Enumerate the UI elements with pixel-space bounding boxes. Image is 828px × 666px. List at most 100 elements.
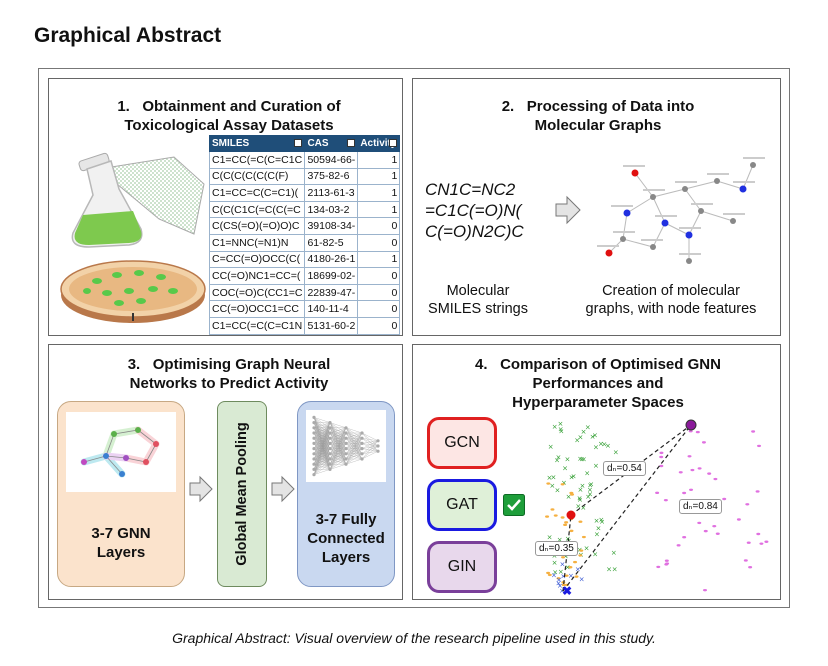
svg-text:×: × <box>556 580 562 588</box>
svg-text:×: × <box>569 474 575 482</box>
cell-cas: 4180-26-1 <box>304 250 359 269</box>
panel2-title-line2: Molecular Graphs <box>534 117 662 134</box>
svg-text:×: × <box>584 545 590 553</box>
svg-text:×: × <box>558 428 564 436</box>
gin-model-box: GIN <box>427 541 497 593</box>
abstract-frame: 1. Obtainment and Curation of Toxicologi… <box>38 68 790 608</box>
svg-text:×: × <box>551 572 557 580</box>
svg-text:×: × <box>611 549 617 557</box>
svg-text:×: × <box>594 517 600 525</box>
svg-text:×: × <box>593 444 599 452</box>
filter-dropdown-icon[interactable] <box>347 139 356 147</box>
table-row: C(CS(=O)(=O)O)C 39108-34- 0 <box>208 217 401 235</box>
svg-text:×: × <box>568 572 574 580</box>
cell-activity: 1 <box>357 151 401 169</box>
svg-text:×: × <box>556 576 562 584</box>
svg-text:×: × <box>577 546 583 554</box>
column-header-cas[interactable]: CAS <box>304 135 359 152</box>
table-row: C=CC(=O)OCC(C(4180-26-1 1 <box>208 250 401 269</box>
panel3-title-line2: Networks to Predict Activity <box>129 375 329 392</box>
cell-cas: 18699-02- <box>304 267 359 285</box>
svg-text:×: × <box>557 582 563 590</box>
svg-text:×: × <box>565 563 571 571</box>
cell-smiles: C=CC(=O)OCC(C( <box>208 250 306 269</box>
svg-text:×: × <box>566 493 572 501</box>
table-row: C1=NNC(=N1)N 61-82-5 0 <box>208 233 401 252</box>
global-mean-pooling-box: Global Mean Pooling <box>217 401 267 587</box>
svg-text:×: × <box>605 442 611 450</box>
cell-cas: 2113-61-3 <box>304 184 359 202</box>
fully-connected-line2: Connected <box>307 530 385 547</box>
svg-text:×: × <box>548 443 554 451</box>
svg-text:×: × <box>578 434 584 442</box>
smiles-string: CN1C=NC2 =C1C(=O)N( C(=O)N2C)C <box>425 179 524 242</box>
figure-caption: Graphical Abstract: Visual overview of t… <box>172 630 656 646</box>
panel2-title: 2. Processing of Data into Molecular Gra… <box>433 97 763 135</box>
checkmark-icon <box>503 494 525 516</box>
panel4-title: 4. Comparison of Optimised GNN Performan… <box>433 355 763 412</box>
svg-text:✖: ✖ <box>562 584 572 597</box>
svg-text:×: × <box>587 490 593 498</box>
gnn-layers-line2: Layers <box>96 544 146 561</box>
panel4-title-line1: Comparison of Optimised GNN <box>500 356 721 373</box>
svg-text:×: × <box>585 493 591 501</box>
table-row: C1=CC(=C(C=C1N 5131-60-2 0 <box>208 316 401 335</box>
panel-curation: 1. Obtainment and Curation of Toxicologi… <box>48 78 403 336</box>
global-mean-pooling-label: Global Mean Pooling <box>234 422 250 566</box>
smiles-line: CN1C=NC2 <box>425 180 516 199</box>
panel1-number: 1. <box>117 98 130 115</box>
svg-text:×: × <box>578 486 584 494</box>
svg-text:×: × <box>577 455 583 463</box>
gcn-model-box: GCN <box>427 417 497 469</box>
graph-caption-line1: Creation of molecular <box>602 283 740 299</box>
panel3-title: 3. Optimising Graph Neural Networks to P… <box>69 355 389 393</box>
cell-activity: 0 <box>357 283 401 302</box>
right-arrow-icon <box>555 195 581 225</box>
fully-connected-line3: Layers <box>321 549 371 566</box>
hyperparameter-space-scatter: ××××××××××××××××××××××××××××××××××××××××… <box>544 419 769 597</box>
cell-activity: 0 <box>357 233 401 252</box>
svg-text:×: × <box>565 535 571 543</box>
svg-text:×: × <box>587 482 593 490</box>
svg-text:×: × <box>577 494 583 502</box>
svg-text:×: × <box>559 587 565 595</box>
cell-smiles: COC(=O)C(CC1=C <box>208 283 306 302</box>
svg-text:×: × <box>563 553 569 561</box>
graph-caption: Creation of molecular graphs, with node … <box>563 282 779 318</box>
svg-text:×: × <box>550 473 556 481</box>
svg-text:×: × <box>587 486 593 494</box>
cell-cas: 5131-60-2 <box>304 316 359 335</box>
svg-text:×: × <box>558 568 564 576</box>
panel1-title: 1. Obtainment and Curation of Toxicologi… <box>69 97 389 135</box>
petri-dish-icon <box>60 260 206 323</box>
svg-text:×: × <box>558 426 564 434</box>
gnn-layers-line1: 3-7 GNN <box>91 525 151 542</box>
cell-smiles: C(CS(=O)(=O)O)C <box>208 217 306 235</box>
filter-dropdown-icon[interactable] <box>389 139 398 147</box>
filter-dropdown-icon[interactable] <box>294 139 303 147</box>
cell-activity: 0 <box>357 217 401 235</box>
cell-cas: 39108-34- <box>304 217 359 235</box>
fully-connected-box: 3-7 Fully Connected Layers <box>297 401 395 587</box>
panel4-title-line2: Performances and <box>532 375 664 392</box>
smiles-line: C(=O)N2C)C <box>425 222 524 241</box>
table-row: CC(=O)OCC1=CC 140-11-4 0 <box>208 300 401 318</box>
gnn-layers-label: 3-7 GNN Layers <box>58 524 184 562</box>
distance-label-gcn-gin: dₙ=0.54 <box>603 461 646 476</box>
panel2-title-line1: Processing of Data into <box>526 98 695 115</box>
gcn-label: GCN <box>444 434 480 451</box>
column-header-activity[interactable]: Activity <box>357 135 401 152</box>
svg-text:×: × <box>590 433 596 441</box>
smiles-line: =C1C(=O)N( <box>425 201 522 220</box>
svg-text:×: × <box>546 474 552 482</box>
table-row: CC(=O)NC1=CC=(18699-02- 0 <box>208 267 401 285</box>
svg-text:×: × <box>571 473 577 481</box>
column-header-smiles[interactable]: SMILES <box>208 135 306 152</box>
tox-dataset-table: SMILES CAS Activity C1=CC(=C(C=C1C 50594-… <box>208 135 401 335</box>
svg-text:×: × <box>561 479 567 487</box>
svg-text:×: × <box>593 462 599 470</box>
table-row: C1=CC=C(C=C1)(2113-61-3 1 <box>208 184 401 202</box>
svg-text:×: × <box>612 565 618 573</box>
gin-label: GIN <box>447 558 477 575</box>
cell-smiles: C1=CC(=C(C=C1N <box>208 316 306 335</box>
